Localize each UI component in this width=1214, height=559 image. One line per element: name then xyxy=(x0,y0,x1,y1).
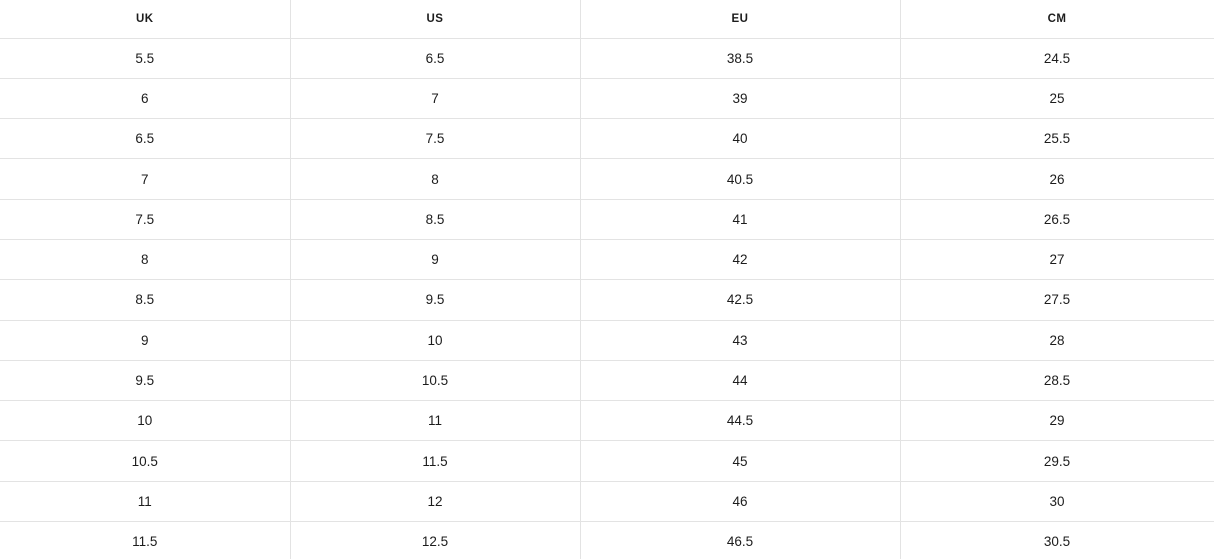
cell-cm: 26.5 xyxy=(900,199,1214,240)
cell-us: 8 xyxy=(290,158,581,200)
cell-us: 8.5 xyxy=(290,199,581,240)
cell-eu: 40 xyxy=(580,118,901,160)
cell-uk: 9.5 xyxy=(0,360,291,402)
cell-eu: 46.5 xyxy=(580,521,901,559)
column-header-eu: EU xyxy=(580,0,901,39)
cell-cm: 30.5 xyxy=(900,521,1214,559)
cell-uk: 6.5 xyxy=(0,118,291,160)
table-row: 7 8 40.5 26 xyxy=(0,158,1214,200)
cell-uk: 11.5 xyxy=(0,521,291,559)
cell-us: 10 xyxy=(290,320,581,361)
cell-eu: 38.5 xyxy=(580,38,901,79)
cell-uk: 6 xyxy=(0,78,291,120)
cell-eu: 44 xyxy=(580,360,901,402)
cell-cm: 27 xyxy=(900,239,1214,281)
cell-us: 7 xyxy=(290,78,581,120)
cell-eu: 45 xyxy=(580,440,901,482)
cell-cm: 24.5 xyxy=(900,38,1214,79)
table-row: 5.5 6.5 38.5 24.5 xyxy=(0,38,1214,79)
cell-uk: 10 xyxy=(0,400,291,442)
table-body: 5.5 6.5 38.5 24.5 6 7 39 25 6.5 7.5 40 2… xyxy=(0,38,1214,559)
cell-uk: 7 xyxy=(0,158,291,200)
cell-eu: 46 xyxy=(580,481,901,523)
cell-eu: 43 xyxy=(580,320,901,361)
table-row: 6.5 7.5 40 25.5 xyxy=(0,118,1214,160)
cell-cm: 29.5 xyxy=(900,440,1214,482)
cell-us: 7.5 xyxy=(290,118,581,160)
cell-uk: 8 xyxy=(0,239,291,281)
column-header-us: US xyxy=(290,0,581,39)
column-header-uk: UK xyxy=(0,0,291,39)
cell-eu: 41 xyxy=(580,199,901,240)
table-row: 10 11 44.5 29 xyxy=(0,400,1214,442)
cell-cm: 29 xyxy=(900,400,1214,442)
cell-eu: 42.5 xyxy=(580,279,901,321)
table-row: 7.5 8.5 41 26.5 xyxy=(0,199,1214,240)
table-header-row: UK US EU CM xyxy=(0,0,1214,39)
table-row: 8 9 42 27 xyxy=(0,239,1214,281)
table-row: 10.5 11.5 45 29.5 xyxy=(0,440,1214,482)
cell-us: 9.5 xyxy=(290,279,581,321)
cell-us: 6.5 xyxy=(290,38,581,79)
cell-cm: 27.5 xyxy=(900,279,1214,321)
cell-eu: 44.5 xyxy=(580,400,901,442)
cell-eu: 39 xyxy=(580,78,901,120)
cell-us: 11 xyxy=(290,400,581,442)
cell-uk: 7.5 xyxy=(0,199,291,240)
cell-cm: 25 xyxy=(900,78,1214,120)
cell-uk: 9 xyxy=(0,320,291,361)
table-row: 9 10 43 28 xyxy=(0,320,1214,361)
cell-uk: 5.5 xyxy=(0,38,291,79)
cell-us: 12 xyxy=(290,481,581,523)
table-header: UK US EU CM xyxy=(0,0,1214,39)
cell-us: 11.5 xyxy=(290,440,581,482)
table-row: 6 7 39 25 xyxy=(0,78,1214,120)
cell-eu: 40.5 xyxy=(580,158,901,200)
cell-cm: 25.5 xyxy=(900,118,1214,160)
cell-cm: 28.5 xyxy=(900,360,1214,402)
cell-us: 9 xyxy=(290,239,581,281)
column-header-cm: CM xyxy=(900,0,1214,39)
cell-uk: 8.5 xyxy=(0,279,291,321)
table-row: 9.5 10.5 44 28.5 xyxy=(0,360,1214,402)
cell-cm: 28 xyxy=(900,320,1214,361)
cell-cm: 30 xyxy=(900,481,1214,523)
table-row: 11 12 46 30 xyxy=(0,481,1214,523)
cell-uk: 11 xyxy=(0,481,291,523)
cell-cm: 26 xyxy=(900,158,1214,200)
cell-us: 10.5 xyxy=(290,360,581,402)
cell-eu: 42 xyxy=(580,239,901,281)
table-row: 11.5 12.5 46.5 30.5 xyxy=(0,521,1214,559)
cell-us: 12.5 xyxy=(290,521,581,559)
table-row: 8.5 9.5 42.5 27.5 xyxy=(0,279,1214,321)
cell-uk: 10.5 xyxy=(0,440,291,482)
